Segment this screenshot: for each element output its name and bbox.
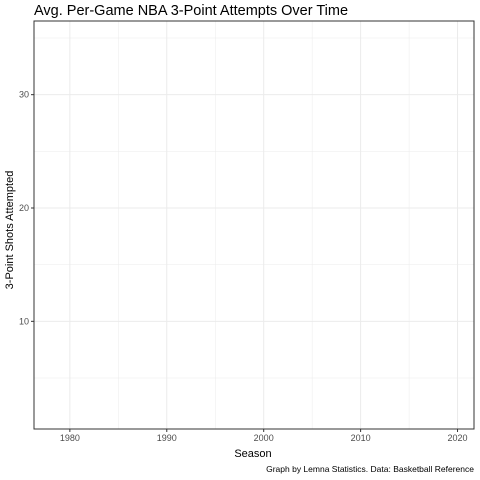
x-tick-label: 2010	[351, 433, 371, 443]
y-tick-label: 10	[19, 316, 29, 326]
chart-caption: Graph by Lemna Statistics. Data: Basketb…	[266, 464, 474, 474]
tick-labels: 1980 1990 2000 2010 2020 10 20 30	[19, 90, 468, 443]
x-tick-label: 2020	[448, 433, 468, 443]
y-tick-label: 20	[19, 203, 29, 213]
y-axis-title: 3-Point Shots Attempted	[4, 171, 16, 290]
x-tick-label: 1990	[157, 433, 177, 443]
panel-border	[33, 20, 475, 430]
x-axis-title: Season	[234, 448, 271, 460]
x-tick-label: 2000	[254, 433, 274, 443]
axis-ticks	[31, 94, 459, 432]
grid	[34, 21, 474, 429]
y-tick-label: 30	[19, 90, 29, 100]
x-tick-label: 1980	[60, 433, 80, 443]
chart-title: Avg. Per-Game NBA 3-Point Attempts Over …	[34, 3, 348, 19]
